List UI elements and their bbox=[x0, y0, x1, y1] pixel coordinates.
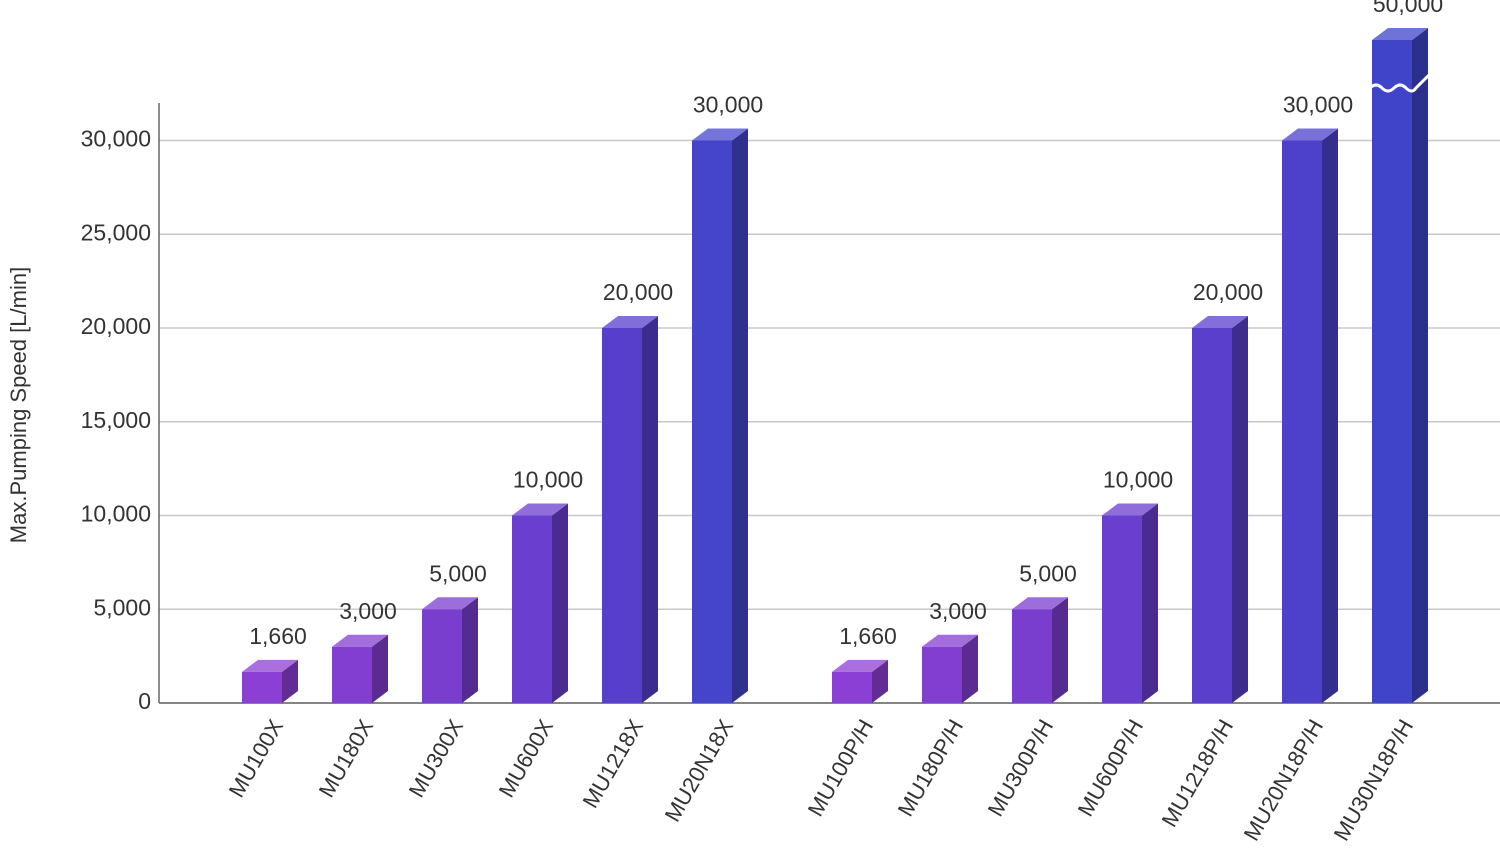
value-label: 1,660 bbox=[249, 623, 307, 649]
value-label: 10,000 bbox=[1103, 467, 1173, 493]
bar bbox=[1192, 316, 1248, 703]
bar-front bbox=[922, 646, 962, 703]
bar-top bbox=[422, 597, 478, 610]
bar-side bbox=[1052, 597, 1068, 703]
x-tick-label: MU20N18X bbox=[660, 715, 739, 826]
bar-side bbox=[372, 634, 388, 703]
bar-side bbox=[1412, 28, 1428, 703]
bar-front bbox=[1282, 140, 1322, 703]
bar bbox=[602, 316, 658, 703]
x-tick-label: MU1218P/H bbox=[1157, 715, 1239, 831]
bar bbox=[422, 597, 478, 703]
bar-front bbox=[422, 609, 462, 703]
bar-top bbox=[242, 659, 298, 672]
bar-top bbox=[1012, 597, 1068, 610]
bar-top bbox=[1282, 128, 1338, 141]
bar-front bbox=[1372, 40, 1412, 703]
y-tick-label: 5,000 bbox=[93, 594, 151, 620]
x-tick-label: MU300P/H bbox=[983, 715, 1058, 821]
bar bbox=[242, 659, 298, 703]
bar bbox=[1102, 503, 1158, 703]
bar-front bbox=[1192, 328, 1232, 703]
bar-top bbox=[1192, 316, 1248, 328]
bar-front bbox=[332, 646, 372, 703]
value-label: 50,000 bbox=[1373, 0, 1443, 17]
bar-side bbox=[732, 128, 748, 703]
bar-top bbox=[922, 634, 978, 647]
bar-side bbox=[962, 634, 978, 703]
bar-top bbox=[1102, 503, 1158, 516]
y-axis-label: Max.Pumping Speed [L/min] bbox=[6, 267, 31, 543]
bar-side bbox=[1142, 503, 1158, 703]
bar bbox=[332, 634, 388, 703]
value-label: 20,000 bbox=[1193, 279, 1263, 305]
bar bbox=[832, 659, 888, 703]
x-tick-label: MU600X bbox=[494, 715, 559, 802]
x-tick-label: MU600P/H bbox=[1073, 715, 1148, 821]
value-label: 10,000 bbox=[513, 467, 583, 493]
value-label: 3,000 bbox=[929, 598, 987, 624]
value-label: 1,660 bbox=[839, 623, 897, 649]
x-tick-label: MU100P/H bbox=[803, 715, 878, 821]
bar-top bbox=[1372, 28, 1428, 40]
value-label: 30,000 bbox=[1283, 92, 1353, 118]
bar-front bbox=[242, 671, 282, 703]
bar-side bbox=[642, 316, 658, 703]
y-tick-label: 0 bbox=[138, 688, 151, 714]
bar-front bbox=[512, 515, 552, 703]
x-tick-label: MU180P/H bbox=[893, 715, 968, 821]
bar-front bbox=[1012, 609, 1052, 703]
axis-break bbox=[1368, 72, 1432, 93]
bar bbox=[512, 503, 568, 703]
y-tick-label: 30,000 bbox=[81, 126, 151, 152]
bar-side bbox=[1322, 128, 1338, 703]
bar-side bbox=[462, 597, 478, 703]
bar-front bbox=[832, 671, 872, 703]
bar-top bbox=[332, 634, 388, 647]
value-label: 5,000 bbox=[429, 560, 487, 586]
bar-top bbox=[602, 316, 658, 328]
x-tick-label: MU1218X bbox=[578, 715, 649, 813]
bar bbox=[1012, 597, 1068, 703]
bar-front bbox=[602, 328, 642, 703]
bar-front bbox=[1102, 515, 1142, 703]
x-tick-label: MU100X bbox=[224, 715, 289, 802]
bar bbox=[922, 634, 978, 703]
bar bbox=[692, 128, 748, 703]
bar-top bbox=[832, 659, 888, 672]
bar-side bbox=[1232, 316, 1248, 703]
bar-top bbox=[692, 128, 748, 141]
y-tick-label: 15,000 bbox=[81, 407, 151, 433]
y-tick-label: 25,000 bbox=[81, 219, 151, 245]
bar-side bbox=[282, 659, 298, 703]
value-label: 5,000 bbox=[1019, 560, 1077, 586]
y-tick-label: 10,000 bbox=[81, 501, 151, 527]
value-label: 30,000 bbox=[693, 92, 763, 118]
value-label: 3,000 bbox=[339, 598, 397, 624]
y-tick-label: 20,000 bbox=[81, 313, 151, 339]
value-label: 20,000 bbox=[603, 279, 673, 305]
x-tick-label: MU300X bbox=[404, 715, 469, 802]
bar-top bbox=[512, 503, 568, 516]
bar-front bbox=[692, 140, 732, 703]
x-tick-label: MU180X bbox=[314, 715, 379, 802]
x-tick-label: MU20N18P/H bbox=[1239, 715, 1329, 845]
bar-side bbox=[872, 659, 888, 703]
bar-side bbox=[552, 503, 568, 703]
bar bbox=[1372, 28, 1428, 703]
x-tick-label: MU30N18P/H bbox=[1329, 715, 1419, 845]
bar bbox=[1282, 128, 1338, 703]
